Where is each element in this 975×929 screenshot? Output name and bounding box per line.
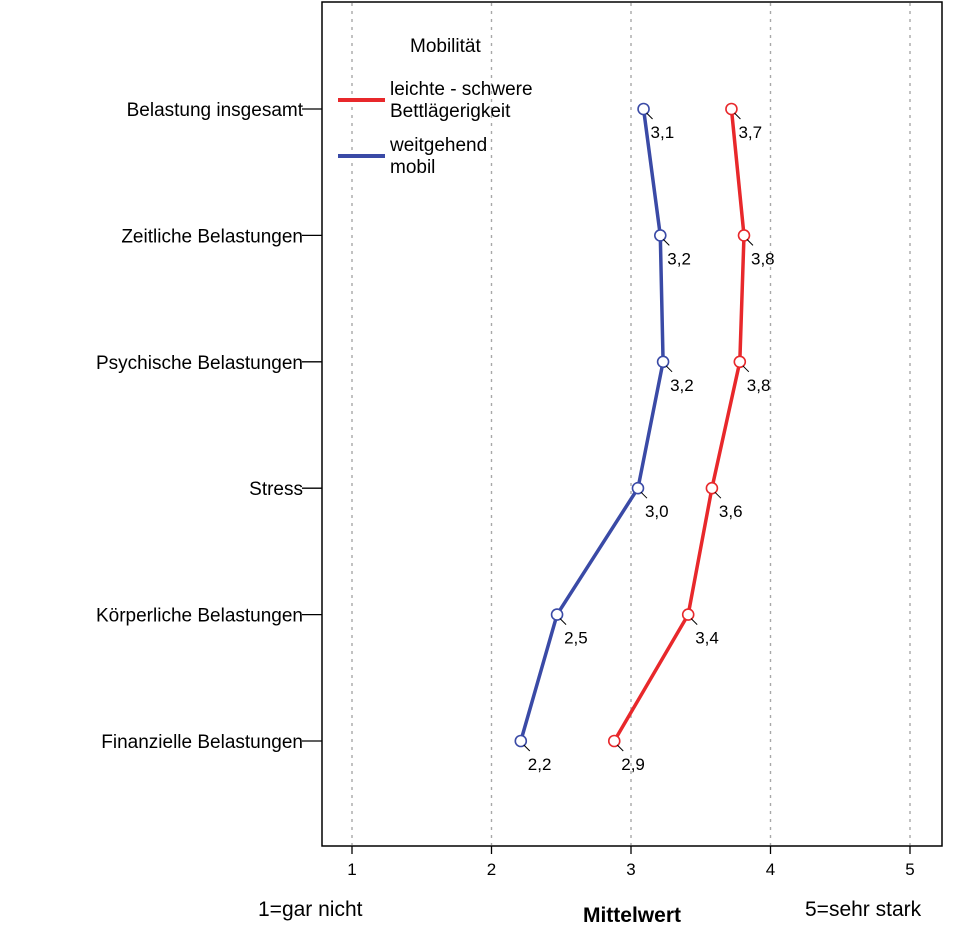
y-tick-label: Finanzielle Belastungen	[101, 732, 303, 753]
data-point	[737, 229, 751, 242]
x-tick-label: 2	[487, 860, 496, 879]
gridlines	[351, 3, 911, 845]
data-point	[550, 608, 564, 621]
y-tick-label: Körperliche Belastungen	[96, 606, 303, 627]
y-tick-label: Psychische Belastungen	[96, 353, 303, 374]
data-point	[705, 481, 719, 495]
data-point	[514, 734, 528, 748]
series-bettlaegerigkeit: 3,7 3,8 3,8 3,6 3,4 2,9	[607, 102, 775, 774]
data-point	[733, 355, 747, 369]
plot-frame	[321, 1, 943, 847]
data-label-leader	[746, 239, 754, 246]
x-tick-label: 1	[347, 860, 356, 879]
legend-entry-label: mobil	[390, 157, 435, 178]
legend-title: Mobilität	[410, 36, 481, 57]
data-point	[631, 481, 645, 495]
x-axis-label: Mittelwert	[583, 904, 681, 927]
data-label: 2,5	[564, 629, 588, 648]
y-tick-label: Zeitliche Belastungen	[121, 226, 303, 247]
series-group: 3,7 3,8 3,8 3,6 3,4 2,9 3,1 3,2 3,2 3,0 2,5 2,2	[514, 102, 775, 774]
data-label: 3,2	[667, 249, 691, 268]
data-label-leader	[690, 618, 698, 625]
x-axis: 1 2 3 4 5	[347, 846, 915, 879]
data-label: 3,2	[670, 376, 694, 395]
data-label-leader	[734, 112, 741, 120]
data-label: 2,9	[621, 755, 645, 774]
x-tick-label: 5	[905, 860, 914, 879]
data-point	[656, 355, 670, 369]
data-label-leader	[662, 239, 670, 246]
series-mobil: 3,1 3,2 3,2 3,0 2,5 2,2	[514, 102, 694, 774]
legend-entry-label: weitgehend	[389, 135, 487, 156]
data-point	[637, 102, 650, 116]
x-tick-label: 4	[766, 860, 775, 879]
data-label-leader	[523, 744, 531, 752]
data-label: 3,0	[645, 502, 669, 521]
data-label-leader	[665, 365, 673, 373]
data-point	[681, 608, 695, 621]
y-tick-label: Belastung insgesamt	[127, 100, 304, 121]
y-tick-label: Stress	[249, 479, 303, 500]
scale-high-label: 5=sehr stark	[805, 898, 922, 921]
data-label-leader	[742, 365, 750, 373]
data-label: 3,8	[751, 249, 775, 268]
data-label-leader	[616, 744, 624, 752]
data-label-leader	[640, 491, 648, 499]
data-label-leader	[559, 618, 567, 625]
series-line	[612, 107, 746, 743]
scale-low-label: 1=gar nicht	[258, 898, 363, 921]
data-point	[725, 102, 738, 116]
data-label-leader	[714, 491, 722, 499]
data-label: 2,2	[528, 755, 552, 774]
data-label: 3,8	[747, 376, 771, 395]
legend-entry-label: leichte - schwere	[390, 79, 533, 100]
data-label: 3,1	[651, 123, 675, 142]
data-point	[653, 229, 667, 242]
data-label: 3,4	[695, 629, 719, 648]
data-point	[607, 734, 621, 748]
y-axis: Belastung insgesamt Zeitliche Belastungen…	[96, 100, 322, 753]
data-label: 3,7	[738, 123, 762, 142]
data-label: 3,6	[719, 502, 743, 521]
series-line	[519, 107, 665, 743]
legend-entry-label: Bettlägerigkeit	[390, 101, 511, 122]
data-label-leader	[646, 112, 653, 120]
x-tick-label: 3	[626, 860, 635, 879]
legend: Mobilität leichte - schwereBettlägerigke…	[338, 36, 533, 178]
